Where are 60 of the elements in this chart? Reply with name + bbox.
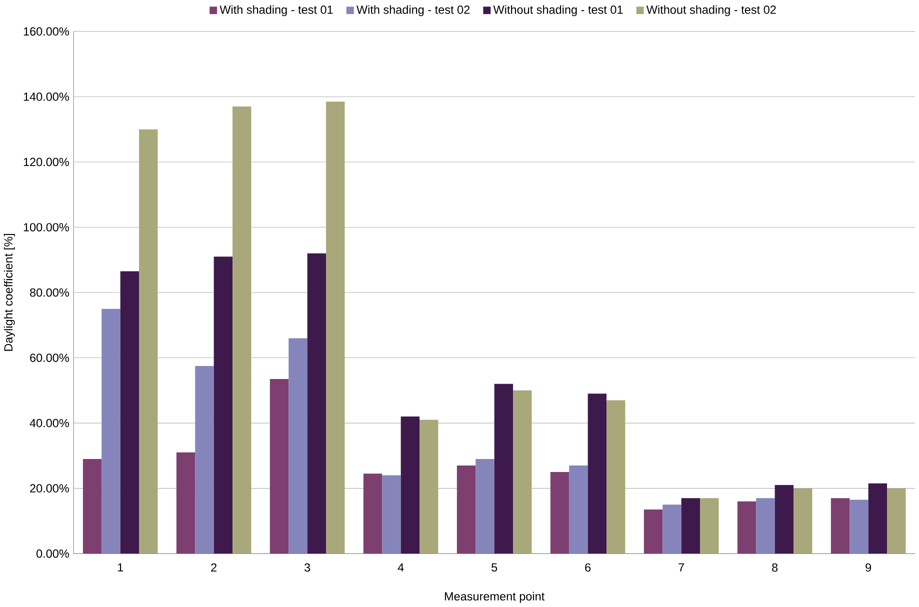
bar [326, 102, 345, 554]
y-tick-label: 60.00% [30, 354, 69, 362]
bar [681, 498, 700, 554]
legend-label: With shading - test 01 [220, 5, 333, 16]
legend-label: With shading - test 02 [356, 5, 470, 16]
bar [363, 474, 382, 554]
bar [102, 308, 120, 554]
bar [830, 498, 850, 554]
bar [82, 459, 102, 554]
bar [794, 488, 812, 554]
bar [569, 466, 588, 554]
bar [756, 498, 775, 554]
bar [176, 452, 196, 554]
x-tick-label: 4 [398, 563, 404, 572]
x-axis-title: Measurement point [444, 592, 545, 603]
bar [662, 504, 682, 554]
bar [195, 366, 214, 554]
x-tick-label: 3 [304, 563, 310, 572]
bar [420, 420, 438, 554]
bar [700, 498, 719, 554]
bar [513, 390, 532, 554]
bar [644, 510, 663, 554]
x-tick-label: 7 [678, 563, 684, 572]
bar [232, 106, 252, 554]
bar [774, 485, 794, 554]
bar [382, 475, 401, 554]
y-tick-label: 80.00% [30, 288, 69, 297]
bar [214, 256, 233, 554]
y-axis-title: Daylight coefficient [%] [4, 234, 15, 352]
y-tick-label: 20.00% [30, 484, 69, 493]
y-tick-label: 160.00% [24, 27, 69, 36]
y-tick-label: 100.00% [24, 223, 69, 232]
bar [270, 379, 289, 554]
y-tick-label: 140.00% [24, 92, 69, 101]
x-tick-label: 1 [118, 563, 124, 572]
x-tick-label: 5 [492, 563, 498, 572]
bar [139, 129, 158, 554]
bar [850, 500, 868, 554]
x-tick-label: 8 [772, 563, 778, 572]
bar [887, 488, 906, 554]
bar [288, 338, 308, 554]
bar [868, 484, 888, 554]
bar [307, 253, 326, 554]
bar [550, 472, 570, 554]
bar [476, 459, 494, 554]
legend-label: Without shading - test 01 [493, 5, 623, 16]
y-tick-label: 120.00% [24, 158, 69, 166]
y-tick-label: 40.00% [30, 419, 69, 428]
legend-label: Without shading - test 02 [646, 5, 776, 16]
bar [588, 394, 607, 554]
bar [606, 400, 626, 554]
bar [494, 384, 514, 554]
bar [400, 416, 420, 554]
bar [737, 502, 756, 554]
x-tick-label: 9 [866, 563, 872, 572]
y-tick-label: 0.00% [36, 550, 69, 558]
x-tick-label: 2 [211, 563, 216, 572]
x-tick-label: 6 [585, 563, 591, 572]
bar [120, 271, 140, 554]
bar [456, 466, 476, 554]
